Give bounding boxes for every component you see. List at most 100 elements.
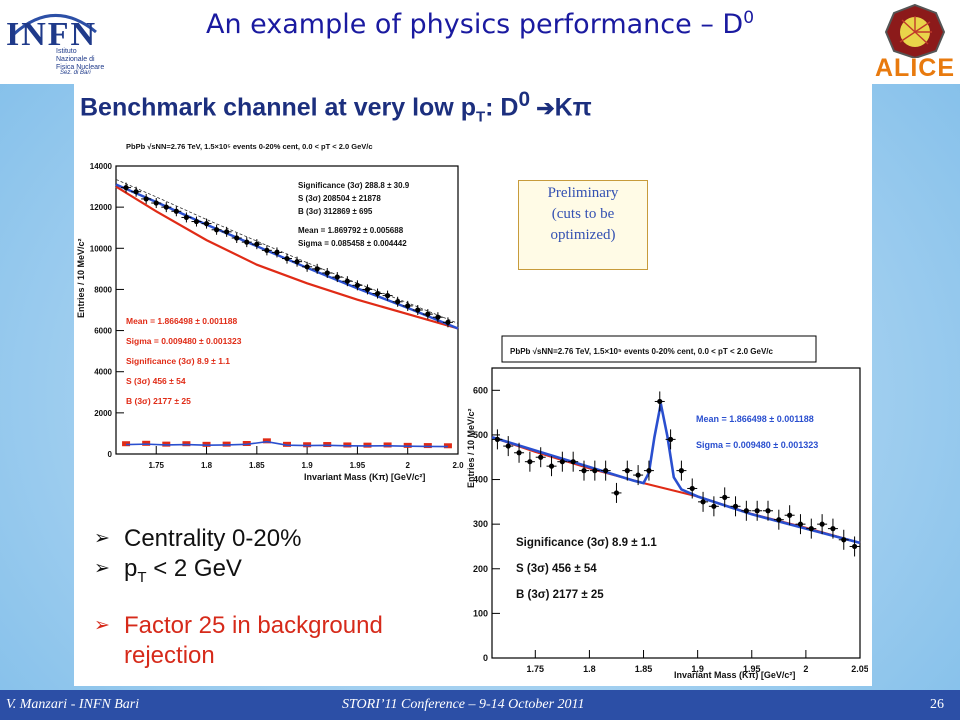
y-tick-label: 0 bbox=[483, 653, 488, 663]
data-point bbox=[244, 239, 250, 245]
y-tick-label: 12000 bbox=[90, 203, 113, 212]
y-tick-label: 6000 bbox=[94, 327, 112, 336]
data-point bbox=[274, 249, 280, 255]
data-point bbox=[384, 293, 391, 299]
right-arrow-icon: ➔ bbox=[530, 95, 555, 121]
peak-stat-line: B (3σ) 2177 ± 25 bbox=[126, 396, 191, 406]
data-point bbox=[324, 270, 330, 276]
fit-stat-line: B (3σ) 312869 ± 695 bbox=[298, 207, 373, 216]
arrow-bullet-icon: ➢ bbox=[94, 528, 110, 549]
x-tick-label: 1.75 bbox=[527, 664, 545, 674]
y-tick-label: 10000 bbox=[90, 244, 113, 253]
data-point bbox=[405, 303, 411, 309]
page-number: 26 bbox=[930, 697, 944, 712]
x-tick-label: 1.95 bbox=[743, 664, 761, 674]
header-bar bbox=[0, 0, 960, 84]
bullet-item: ➢ Factor 25 in background rejection bbox=[94, 611, 383, 669]
x-tick-label: 2.0 bbox=[452, 461, 464, 470]
data-point bbox=[395, 299, 401, 305]
x-tick-label: 1.8 bbox=[201, 461, 213, 470]
data-point bbox=[284, 255, 290, 262]
significance-line: S (3σ) 456 ± 54 bbox=[516, 563, 597, 575]
peak-stat-line: S (3σ) 456 ± 54 bbox=[126, 376, 186, 386]
infn-subtitle: Istituto Nazionale di Fisica Nucleare bbox=[56, 48, 105, 71]
slide-subtitle: Benchmark channel at very low pT: D0 ➔Kπ bbox=[80, 88, 592, 126]
data-point bbox=[203, 221, 210, 227]
bkg-point bbox=[423, 443, 432, 449]
data-point bbox=[435, 314, 441, 320]
data-point bbox=[415, 307, 421, 313]
data-point bbox=[163, 204, 169, 210]
alice-logo: ALICE bbox=[872, 2, 958, 82]
data-point bbox=[787, 512, 793, 518]
data-point bbox=[851, 543, 858, 550]
footer-conference: STORI’11 Conference – 9-14 October 2011 bbox=[342, 697, 585, 712]
total-fit-dashed bbox=[115, 179, 459, 324]
data-point bbox=[808, 526, 814, 532]
bkg-point bbox=[443, 443, 452, 449]
footer-author: V. Manzari - INFN Bari bbox=[6, 697, 140, 712]
data-point bbox=[570, 459, 576, 465]
y-tick-label: 400 bbox=[473, 475, 488, 485]
bkg-point bbox=[122, 441, 131, 447]
data-point bbox=[153, 200, 159, 206]
data-point bbox=[143, 196, 149, 202]
x-tick-label: 1.85 bbox=[635, 664, 653, 674]
arrow-bullet-icon: ➢ bbox=[94, 614, 110, 636]
bkg-point bbox=[403, 442, 412, 448]
chart-right: PbPb √sNN=2.76 TeV, 1.5×10⁵ events 0-20%… bbox=[466, 335, 868, 680]
data-point bbox=[527, 459, 533, 465]
data-point bbox=[374, 290, 381, 297]
bullet-list: ➢ Centrality 0-20% ➢ pT < 2 GeV ➢ Factor… bbox=[94, 524, 444, 671]
fit-stat-line: Sigma = 0.009480 ± 0.001323 bbox=[696, 440, 818, 450]
peak-stat-line: Significance (3σ) 8.9 ± 1.1 bbox=[126, 356, 230, 366]
bkg-point bbox=[162, 441, 171, 447]
x-tick-label: 2 bbox=[803, 664, 808, 674]
data-point bbox=[173, 208, 179, 214]
fit-stat-line: Significance (3σ) 288.8 ± 30.9 bbox=[298, 181, 410, 190]
arrow-bullet-icon: ➢ bbox=[94, 558, 110, 579]
chart-header-box bbox=[501, 335, 817, 363]
bkg-point bbox=[343, 442, 352, 448]
data-point bbox=[559, 459, 565, 465]
data-point bbox=[505, 443, 511, 449]
fit-stat-line: S (3σ) 208504 ± 21878 bbox=[298, 194, 381, 203]
background-fit-curve bbox=[115, 185, 459, 330]
bullet-item: ➢ Centrality 0-20% bbox=[94, 525, 302, 552]
data-point bbox=[538, 454, 544, 460]
x-axis-label: Invariant Mass (Kπ) [GeV/c²] bbox=[674, 670, 795, 680]
data-point bbox=[678, 468, 685, 474]
chart-left: PbPb √sNN=2.76 TeV, 1.5×10⁵ events 0-20%… bbox=[76, 142, 464, 482]
data-point bbox=[754, 508, 760, 514]
plot-frame bbox=[491, 367, 861, 659]
data-point bbox=[548, 463, 555, 469]
chart-header: PbPb √sNN=2.76 TeV, 1.5×10⁵ events 0-20%… bbox=[126, 142, 373, 151]
data-point bbox=[776, 517, 782, 523]
fit-stat-line: Sigma = 0.085458 ± 0.004442 bbox=[298, 239, 407, 248]
y-tick-label: 600 bbox=[473, 385, 488, 395]
fit-stat-line: Mean = 1.869792 ± 0.005688 bbox=[298, 226, 404, 235]
infn-wordmark: INFN bbox=[6, 16, 98, 53]
bkg-point bbox=[383, 442, 392, 448]
x-tick-label: 2.05 bbox=[851, 664, 868, 674]
data-point bbox=[354, 282, 361, 288]
bkg-point bbox=[222, 441, 231, 447]
data-point bbox=[624, 468, 630, 474]
x-axis-label: Invariant Mass (Kπ) [GeV/c²] bbox=[304, 472, 425, 482]
y-axis-label: Entries / 10 MeV/c² bbox=[76, 238, 86, 318]
data-point bbox=[711, 503, 717, 509]
y-tick-label: 14000 bbox=[90, 162, 113, 171]
slide-title: An example of physics performance – D0 bbox=[205, 8, 755, 40]
data-point bbox=[797, 521, 804, 527]
significance-line: Significance (3σ) 8.9 ± 1.1 bbox=[516, 537, 657, 549]
y-tick-label: 4000 bbox=[94, 368, 112, 377]
bkg-point bbox=[323, 442, 332, 448]
bkg-point bbox=[303, 442, 312, 448]
data-point bbox=[264, 247, 270, 253]
data-point bbox=[133, 189, 139, 195]
peak-stat-line: Sigma = 0.009480 ± 0.001323 bbox=[126, 336, 242, 346]
data-point bbox=[304, 264, 310, 270]
data-point bbox=[224, 229, 230, 235]
chart-header: PbPb √sNN=2.76 TeV, 1.5×10⁵ events 0-20%… bbox=[510, 347, 774, 356]
data-point bbox=[689, 485, 695, 492]
